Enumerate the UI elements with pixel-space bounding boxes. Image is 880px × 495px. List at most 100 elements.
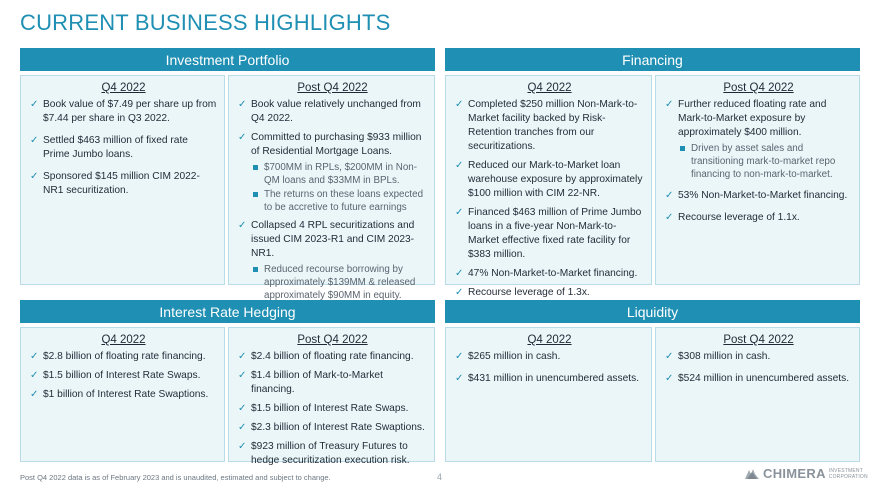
check-icon: ✓ <box>30 171 39 182</box>
list-item: ✓ $308 million in cash. <box>665 350 852 364</box>
list-item: ✓ Recourse leverage of 1.1x. <box>665 211 852 225</box>
check-icon: ✓ <box>455 160 464 171</box>
list-item: ✓ Book value of $7.49 per share up from $… <box>30 98 217 126</box>
bullet-text: $2.8 billion of floating rate financing. <box>43 351 206 362</box>
bullet-text: $2.3 billion of Interest Rate Swaptions. <box>251 422 425 433</box>
list-item: ✓ Further reduced floating rate and Mark-… <box>665 98 852 181</box>
check-icon: ✓ <box>238 220 247 231</box>
logo-sub-line1: INVESTMENT <box>828 467 863 474</box>
panel-title: Q4 2022 <box>527 334 572 346</box>
check-icon: ✓ <box>455 373 464 384</box>
financing-header: Financing <box>445 48 860 71</box>
bullet-text: $1 billion of Interest Rate Swaptions. <box>43 389 209 400</box>
sub-list-item: $700MM in RPLs, $200MM in Non-QM loans a… <box>251 161 427 187</box>
panel-title: Q4 2022 <box>527 82 572 94</box>
square-bullet-icon <box>680 146 685 151</box>
check-icon: ✓ <box>30 351 39 362</box>
footnote: Post Q4 2022 data is as of February 2023… <box>20 473 331 482</box>
list-item: ✓ $524 million in unencumbered assets. <box>665 372 852 386</box>
list-item: ✓ $1.5 billion of Interest Rate Swaps. <box>30 369 217 383</box>
sub-list-item: Reduced recourse borrowing by approximat… <box>251 263 427 302</box>
check-icon: ✓ <box>455 268 464 279</box>
list-item: ✓ Completed $250 million Non-Mark-to-Mark… <box>455 98 644 154</box>
check-icon: ✓ <box>665 99 674 110</box>
square-bullet-icon <box>253 267 258 272</box>
check-icon: ✓ <box>455 287 464 298</box>
list-item: ✓ $923 million of Treasury Futures to hed… <box>238 440 427 468</box>
check-icon: ✓ <box>665 373 674 384</box>
panel-title: Post Q4 2022 <box>297 334 368 346</box>
bullet-text: Reduced our Mark-to-Market loan warehous… <box>468 160 643 199</box>
list-item: ✓ Collapsed 4 RPL securitizations and iss… <box>238 219 427 302</box>
interest-rate-hedging-post-panel: Post Q4 2022 ✓ $2.4 billion of floating r… <box>228 327 435 466</box>
investment-portfolio-header: Investment Portfolio <box>20 48 435 71</box>
bullet-text: Committed to purchasing $933 million of … <box>251 132 422 157</box>
liquidity-header: Liquidity <box>445 300 860 323</box>
sub-bullet-text: The returns on these loans expected to b… <box>264 189 424 213</box>
bullet-text: Completed $250 million Non-Mark-to-Marke… <box>468 99 638 152</box>
bullet-text: $1.5 billion of Interest Rate Swaps. <box>43 370 201 381</box>
list-item: ✓ $1.5 billion of Interest Rate Swaps. <box>238 402 427 416</box>
check-icon: ✓ <box>238 99 247 110</box>
interest-rate-hedging-header: Interest Rate Hedging <box>20 300 435 323</box>
list-item: ✓ Book value relatively unchanged from Q4… <box>238 98 427 126</box>
list-item: ✓ Reduced our Mark-to-Market loan warehou… <box>455 159 644 201</box>
bullet-text: Book value relatively unchanged from Q4 … <box>251 99 421 124</box>
check-icon: ✓ <box>238 422 247 433</box>
sub-list-item: Driven by asset sales and transitioning … <box>678 142 852 181</box>
bullet-text: Book value of $7.49 per share up from $7… <box>43 99 217 124</box>
liquidity-q4-panel: Q4 2022 ✓ $265 million in cash. ✓ $431 mil… <box>445 327 652 462</box>
square-bullet-icon <box>253 192 258 197</box>
bullet-text: $2.4 billion of floating rate financing. <box>251 351 414 362</box>
bullet-text: 53% Non-Market-to-Market financing. <box>678 190 848 201</box>
chimera-logo: CHIMERA INVESTMENT CORPORATION <box>744 466 868 481</box>
investment-portfolio-post-panel: Post Q4 2022 ✓ Book value relatively unch… <box>228 75 435 301</box>
financing-q4-panel: Q4 2022 ✓ Completed $250 million Non-Mark… <box>445 75 652 298</box>
page-title: CURRENT BUSINESS HIGHLIGHTS <box>20 10 391 35</box>
check-icon: ✓ <box>30 389 39 400</box>
bullet-text: Collapsed 4 RPL securitizations and issu… <box>251 220 415 259</box>
panel-title: Post Q4 2022 <box>297 82 368 94</box>
bullet-text: 47% Non-Market-to-Market financing. <box>468 268 638 279</box>
check-icon: ✓ <box>238 370 247 381</box>
bullet-text: Recourse leverage of 1.3x. <box>468 287 590 298</box>
logo-sub-line2: CORPORATION <box>828 473 868 480</box>
check-icon: ✓ <box>30 370 39 381</box>
list-item: ✓ $1 billion of Interest Rate Swaptions. <box>30 388 217 402</box>
bullet-text: Further reduced floating rate and Mark-t… <box>678 99 827 138</box>
logo-name: CHIMERA <box>763 466 826 481</box>
check-icon: ✓ <box>30 135 39 146</box>
list-item: ✓ 47% Non-Market-to-Market financing. <box>455 267 644 281</box>
check-icon: ✓ <box>665 351 674 362</box>
sub-bullet-text: Reduced recourse borrowing by approximat… <box>264 264 416 301</box>
check-icon: ✓ <box>30 99 39 110</box>
sub-list-item: The returns on these loans expected to b… <box>251 188 427 214</box>
check-icon: ✓ <box>455 207 464 218</box>
list-item: ✓ $2.8 billion of floating rate financing… <box>30 350 217 364</box>
list-item: ✓ Committed to purchasing $933 million of… <box>238 131 427 214</box>
check-icon: ✓ <box>238 441 247 452</box>
list-item: ✓ Settled $463 million of fixed rate Prim… <box>30 134 217 162</box>
bullet-text: $1.4 billion of Mark-to-Market financing… <box>251 370 383 395</box>
bullet-text: Settled $463 million of fixed rate Prime… <box>43 135 188 160</box>
list-item: ✓ $431 million in unencumbered assets. <box>455 372 644 386</box>
bullet-text: $265 million in cash. <box>468 351 561 362</box>
list-item: ✓ $2.3 billion of Interest Rate Swaptions… <box>238 421 427 435</box>
bullet-text: $308 million in cash. <box>678 351 771 362</box>
list-item: ✓ $1.4 billion of Mark-to-Market financin… <box>238 369 427 397</box>
interest-rate-hedging-q4-panel: Q4 2022 ✓ $2.8 billion of floating rate f… <box>20 327 225 462</box>
list-item: ✓ Recourse leverage of 1.3x. <box>455 286 644 300</box>
liquidity-post-panel: Post Q4 2022 ✓ $308 million in cash. ✓ $52… <box>655 327 860 462</box>
list-item: ✓ $265 million in cash. <box>455 350 644 364</box>
check-icon: ✓ <box>455 351 464 362</box>
check-icon: ✓ <box>238 351 247 362</box>
logo-subtitle: INVESTMENT CORPORATION <box>829 468 868 480</box>
list-item: ✓ $2.4 billion of floating rate financing… <box>238 350 427 364</box>
list-item: ✓ Sponsored $145 million CIM 2022-NR1 sec… <box>30 170 217 198</box>
panel-title: Q4 2022 <box>101 334 146 346</box>
bullet-text: $431 million in unencumbered assets. <box>468 373 640 384</box>
bullet-text: Sponsored $145 million CIM 2022-NR1 secu… <box>43 171 200 196</box>
bullet-text: Recourse leverage of 1.1x. <box>678 212 800 223</box>
financing-post-panel: Post Q4 2022 ✓ Further reduced floating r… <box>655 75 860 285</box>
check-icon: ✓ <box>665 212 674 223</box>
